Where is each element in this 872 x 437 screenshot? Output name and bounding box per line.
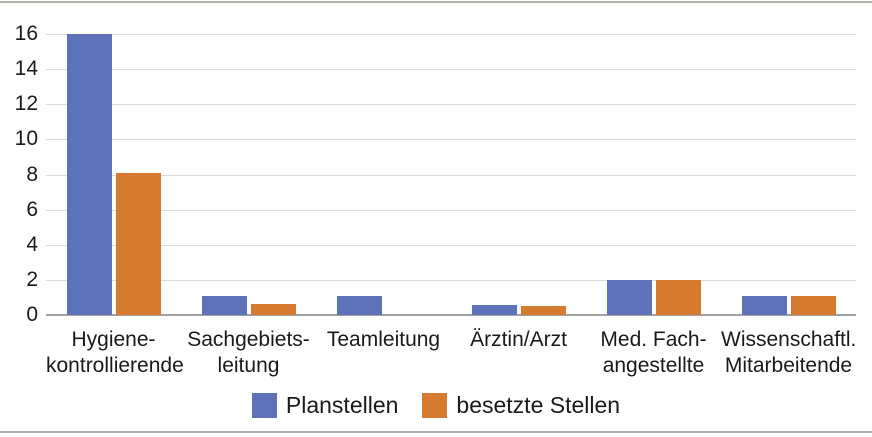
y-tick-label-14: 14: [14, 57, 38, 81]
bar-planstellen-1: [66, 34, 112, 315]
category-label-line: Ärztin/Arzt: [470, 328, 567, 351]
gridline-y-12: [46, 104, 856, 106]
category-label-line: Sachgebiets-: [187, 328, 310, 351]
gridline-y-16: [46, 34, 856, 35]
legend-swatch-icon: [422, 393, 448, 418]
category-label-1: Hygiene-kontrollierende: [46, 327, 184, 379]
gridline-y-2: [46, 279, 856, 281]
category-label-line: Teamleitung: [326, 328, 441, 351]
legend-swatch-icon: [251, 393, 277, 418]
bar-besetzte-stellen-2: [250, 304, 296, 315]
bar-group-3: [316, 34, 451, 315]
y-tick-label-0: 0: [26, 303, 38, 326]
legend-item-besetzte-stellen: besetzte Stellen: [422, 392, 620, 419]
bar-group-5: [586, 34, 721, 315]
gridline-y-10: [46, 139, 856, 141]
y-tick-label-16: 16: [14, 22, 38, 45]
bar-besetzte-stellen-1: [115, 173, 161, 315]
bar-besetzte-stellen-6: [790, 296, 836, 315]
category-label-5: Med. Fach-angestellte: [586, 327, 721, 379]
figure-top-rule: [0, 1, 872, 3]
legend-label: besetzte Stellen: [456, 392, 621, 418]
bar-besetzte-stellen-5: [655, 280, 701, 315]
bar-group-1: [46, 34, 181, 315]
figure-bottom-rule: [0, 431, 872, 433]
category-label-line: Mitarbeitende: [724, 354, 853, 377]
y-tick-label-4: 4: [26, 232, 38, 256]
bar-planstellen-4: [471, 305, 517, 315]
chart-legend: Planstellen besetzte Stellen: [0, 392, 872, 419]
plot-area: [46, 34, 856, 316]
bar-besetzte-stellen-4: [520, 306, 566, 315]
gridline-y-8: [46, 174, 856, 176]
category-label-line: kontrollierende: [46, 354, 184, 377]
bar-planstellen-3: [336, 296, 382, 315]
y-tick-label-10: 10: [14, 127, 38, 151]
legend-item-planstellen: Planstellen: [251, 392, 399, 419]
y-tick-label-12: 12: [14, 92, 38, 116]
gridline-y-4: [46, 244, 856, 246]
bar-group-4: [451, 34, 586, 315]
category-label-2: Sachgebiets-leitung: [181, 327, 316, 379]
bar-planstellen-5: [606, 280, 652, 315]
y-tick-label-6: 6: [26, 197, 38, 221]
bar-group-6: [721, 34, 856, 315]
bar-group-2: [181, 34, 316, 315]
category-label-line: leitung: [217, 354, 280, 377]
legend-label: Planstellen: [285, 392, 399, 418]
category-label-line: angestellte: [602, 354, 705, 377]
y-tick-label-2: 2: [26, 267, 38, 291]
category-label-line: Wissenschaftl.: [721, 328, 857, 351]
category-label-line: Hygiene-: [71, 328, 156, 351]
y-tick-label-8: 8: [26, 162, 38, 186]
x-axis-line: [46, 314, 856, 316]
category-label-3: Teamleitung: [316, 327, 451, 353]
gridline-y-6: [46, 209, 856, 211]
bar-planstellen-6: [741, 296, 787, 315]
category-label-6: Wissenschaftl. Mitarbeitende: [721, 327, 856, 379]
category-label-line: Med. Fach-: [600, 328, 707, 351]
bar-planstellen-2: [201, 296, 247, 315]
category-label-4: Ärztin/Arzt: [451, 327, 586, 353]
gridline-y-14: [46, 69, 856, 71]
